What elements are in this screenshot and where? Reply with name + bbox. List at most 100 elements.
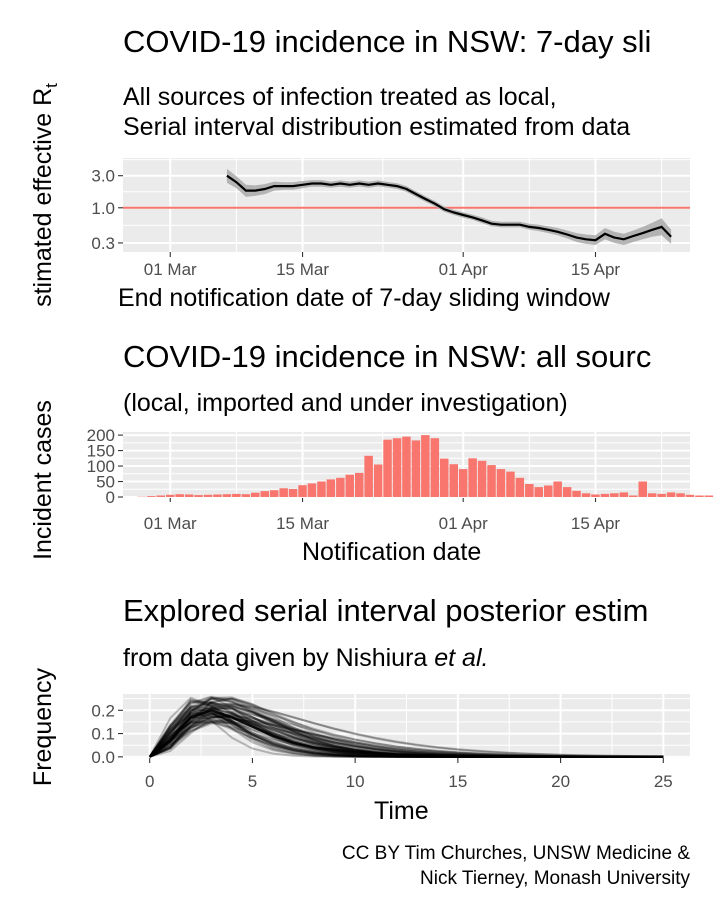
panel2-bar	[544, 485, 553, 497]
panel2-bar	[156, 495, 165, 497]
panel3-x-tick-label: 25	[654, 772, 673, 791]
panel2-bar	[298, 485, 307, 497]
panel2-bar	[184, 494, 194, 497]
panel2-bar	[440, 458, 449, 497]
panel1-title: COVID-19 incidence in NSW: 7-day sli	[123, 24, 652, 59]
panel2-bar	[534, 487, 543, 497]
panel2-x-tick-label: 01 Mar	[144, 514, 197, 533]
panel2-bar	[288, 489, 298, 497]
panel2-bar	[487, 465, 496, 497]
panel2-bar	[666, 492, 676, 497]
panel3-y-tick-label: 0.2	[91, 701, 115, 720]
panel1-x-tick-label: 01 Apr	[439, 260, 488, 279]
panel2-bar	[203, 494, 213, 497]
panel2-y-tick-label: 0	[106, 488, 115, 507]
panel1-x-tick-label: 15 Mar	[276, 260, 329, 279]
panel2-bar	[638, 481, 647, 497]
panel2-y-tick-label: 150	[87, 442, 115, 461]
panel3-x-tick-label: 20	[551, 772, 570, 791]
panel2-x-tick-label: 15 Mar	[276, 514, 329, 533]
panel2-bar	[241, 494, 251, 497]
panel2-bar	[421, 435, 430, 497]
panel2-bar	[657, 493, 666, 497]
panel3-mean-curve	[148, 708, 664, 759]
caption-line2: Nick Tierney, Monash University	[420, 868, 690, 889]
panel2-bar	[355, 472, 364, 497]
panel1-y-tick-label: 0.3	[91, 234, 115, 253]
panel2-bar	[449, 464, 458, 497]
panel2-bar	[695, 495, 704, 497]
panel2-bar	[496, 469, 506, 497]
panel2-bar	[307, 483, 317, 497]
panel2-x-axis-label: Notification date	[302, 538, 482, 566]
panel3-title: Explored serial interval posterior estim	[123, 593, 649, 628]
panel3-x-tick-label: 0	[145, 772, 154, 791]
panel2-bar	[147, 496, 156, 497]
panel2-y-tick-label: 100	[87, 457, 115, 476]
panel2-bar	[175, 494, 184, 497]
panel3-x-tick-label: 10	[346, 772, 365, 791]
panel2-bar	[392, 438, 402, 497]
panel2-bar	[647, 493, 657, 497]
panel2-bar	[279, 488, 288, 497]
panel2-bar	[364, 455, 373, 497]
panel1-y-tick-label: 1.0	[91, 199, 115, 218]
panel2-bar	[600, 493, 610, 497]
panel3-x-tick-label: 5	[248, 772, 257, 791]
panel3-y-tick-label: 0.1	[91, 725, 115, 744]
panel2-bar	[553, 481, 562, 497]
panel2-bar	[260, 491, 269, 497]
panel3-x-axis-label: Time	[374, 797, 429, 825]
panel2-x-tick-label: 01 Apr	[439, 514, 488, 533]
panel2-bar	[402, 436, 411, 497]
panel3-serial-interval-curve	[148, 702, 664, 758]
panel2-bar	[506, 471, 515, 497]
panel1-x-tick-label: 15 Apr	[571, 260, 620, 279]
panel2-bar	[685, 494, 695, 497]
panel2-bar	[619, 492, 629, 497]
panel3-subtitle-italic: et al.	[434, 644, 489, 672]
panel2-bar	[581, 493, 591, 497]
panel2-bar	[373, 464, 383, 497]
panel2-bar	[430, 438, 440, 497]
panel3-y-tick-label: 0.0	[91, 748, 115, 767]
panel3-serial-interval-curve	[148, 703, 664, 758]
panel1-rt-line	[226, 174, 672, 242]
panel1-subtitle-line2: Serial interval distribution estimated f…	[123, 113, 631, 141]
panel2-bar	[704, 495, 714, 497]
panel2-bar	[411, 440, 421, 497]
panel2-bar	[213, 494, 222, 497]
panel2-bar	[166, 494, 175, 497]
panel2-bar	[269, 490, 279, 497]
panel2-y-tick-label: 200	[87, 426, 115, 445]
panel2-bar	[232, 493, 241, 497]
panel1-x-axis-label: End notification date of 7-day sliding w…	[118, 284, 610, 312]
panel3-subtitle: from data given by Nishiura et al.	[123, 644, 488, 673]
panel2-bar	[525, 484, 534, 497]
panel2-bar	[562, 487, 572, 497]
panel2-bar	[345, 474, 354, 497]
panel2-bar	[591, 494, 600, 497]
panel2-bar	[572, 490, 581, 497]
caption-line1: CC BY Tim Churches, UNSW Medicine &	[341, 843, 690, 864]
panel3-x-tick-label: 15	[448, 772, 467, 791]
panel1-y-tick-label: 3.0	[91, 167, 115, 186]
panel2-bar	[610, 493, 619, 497]
panel2-bar	[629, 495, 638, 497]
panel2-bar	[336, 477, 345, 497]
panel2-bar	[458, 469, 468, 497]
panel2-x-tick-label: 15 Apr	[571, 514, 620, 533]
panel2-bar	[477, 460, 487, 497]
panel2-bar	[468, 458, 477, 497]
panel2-subtitle: (local, imported and under investigation…	[123, 389, 568, 417]
panel2-bar	[222, 494, 232, 497]
panel1-x-tick-label: 01 Mar	[144, 260, 197, 279]
panel3-subtitle-text: from data given by Nishiura	[123, 644, 428, 672]
panel2-bar	[515, 477, 525, 497]
panel2-bar	[326, 479, 336, 497]
panel2-title: COVID-19 incidence in NSW: all sourc	[123, 339, 652, 374]
panel2-bar	[676, 493, 685, 497]
panel2-y-tick-label: 50	[96, 473, 115, 492]
panel2-bar	[317, 481, 326, 497]
